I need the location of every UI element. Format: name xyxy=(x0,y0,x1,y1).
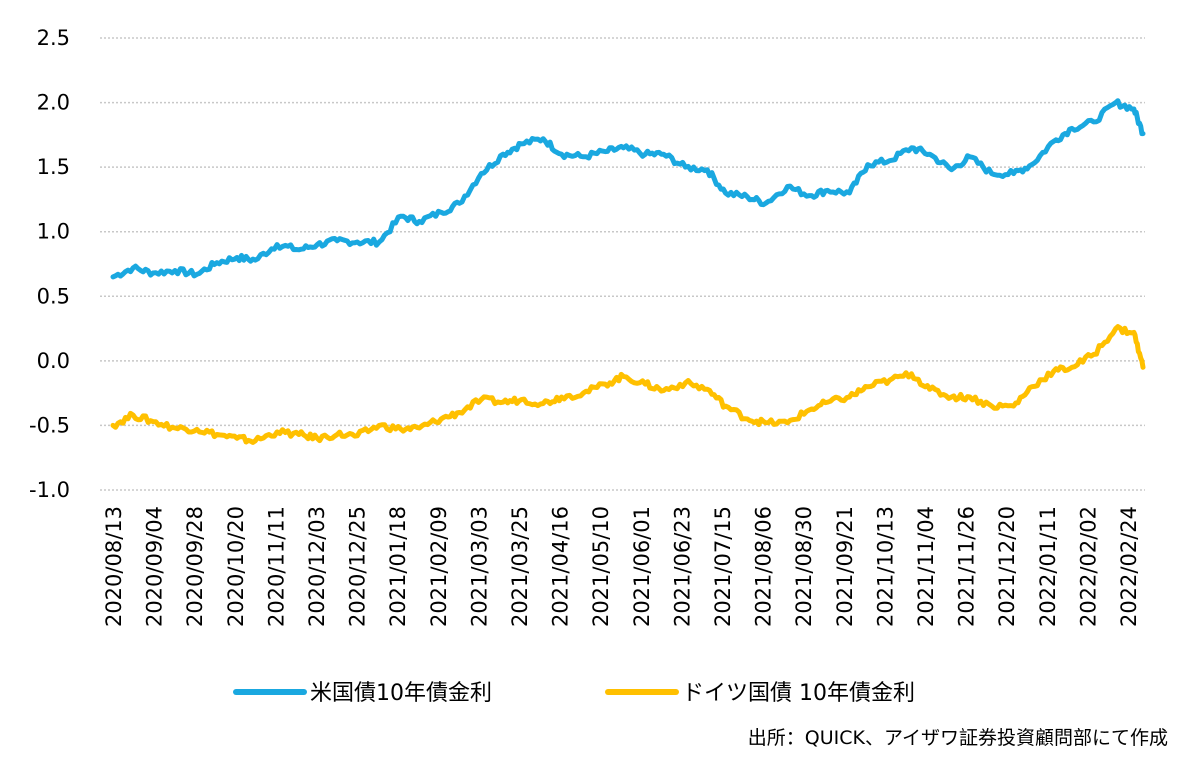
y-axis-tick-labels: 2.5 2.0 1.5 1.0 0.5 0.0 -0.5 -1.0 xyxy=(29,26,70,502)
x-tick-label: 2020/08/13 xyxy=(102,506,126,627)
x-tick-label: 2020/11/11 xyxy=(264,506,288,627)
x-tick-label: 2020/12/25 xyxy=(346,506,370,627)
x-tick-label: 2020/09/28 xyxy=(183,506,207,627)
legend-label: 米国債10年債金利 xyxy=(310,681,492,706)
x-tick-label: 2022/01/11 xyxy=(1036,506,1060,627)
legend: 米国債10年債金利 ドイツ国債 10年債金利 xyxy=(233,681,915,706)
x-tick-label: 2021/03/03 xyxy=(467,506,491,627)
legend-label: ドイツ国債 10年債金利 xyxy=(682,681,915,706)
y-tick-label: 0.0 xyxy=(37,349,70,373)
y-tick-label: 1.5 xyxy=(37,155,70,179)
x-tick-label: 2021/04/16 xyxy=(549,506,573,627)
x-axis-tick-labels: 2020/08/13 2020/09/04 2020/09/28 2020/10/20… xyxy=(102,506,1141,627)
x-tick-label: 2021/01/18 xyxy=(386,506,410,627)
y-tick-label: 0.5 xyxy=(37,284,70,308)
y-tick-label: 2.0 xyxy=(37,91,70,115)
x-tick-label: 2021/08/06 xyxy=(752,506,776,627)
x-tick-label: 2021/10/13 xyxy=(873,506,897,627)
x-tick-label: 2020/12/03 xyxy=(305,506,329,627)
series-line-1 xyxy=(110,98,1146,280)
x-tick-label: 2021/12/20 xyxy=(995,506,1019,627)
x-tick-label: 2021/05/10 xyxy=(589,506,613,627)
x-tick-label: 2021/06/01 xyxy=(630,506,654,627)
x-tick-label: 2021/11/26 xyxy=(955,506,979,627)
y-tick-label: 1.0 xyxy=(37,220,70,244)
y-tick-label: -0.5 xyxy=(29,413,70,437)
x-tick-label: 2021/07/15 xyxy=(711,506,735,627)
x-tick-label: 2021/09/21 xyxy=(833,506,857,627)
x-tick-label: 2020/10/20 xyxy=(224,506,248,627)
y-tick-label: 2.5 xyxy=(37,26,70,50)
x-tick-label: 2020/09/04 xyxy=(143,506,167,627)
x-tick-label: 2022/02/02 xyxy=(1076,506,1100,627)
y-tick-label: -1.0 xyxy=(29,478,70,502)
x-tick-label: 2021/02/09 xyxy=(427,506,451,627)
x-tick-label: 2022/02/24 xyxy=(1117,506,1141,627)
x-tick-label: 2021/11/04 xyxy=(914,506,938,627)
gridlines xyxy=(100,37,1145,491)
x-tick-label: 2021/08/30 xyxy=(792,506,816,627)
x-tick-label: 2021/03/25 xyxy=(508,506,532,627)
series-line-2 xyxy=(110,324,1146,445)
series-lines xyxy=(110,98,1146,445)
source-note: 出所：QUICK、アイザワ証券投資顧問部にて作成 xyxy=(747,727,1168,749)
x-tick-label: 2021/06/23 xyxy=(670,506,694,627)
